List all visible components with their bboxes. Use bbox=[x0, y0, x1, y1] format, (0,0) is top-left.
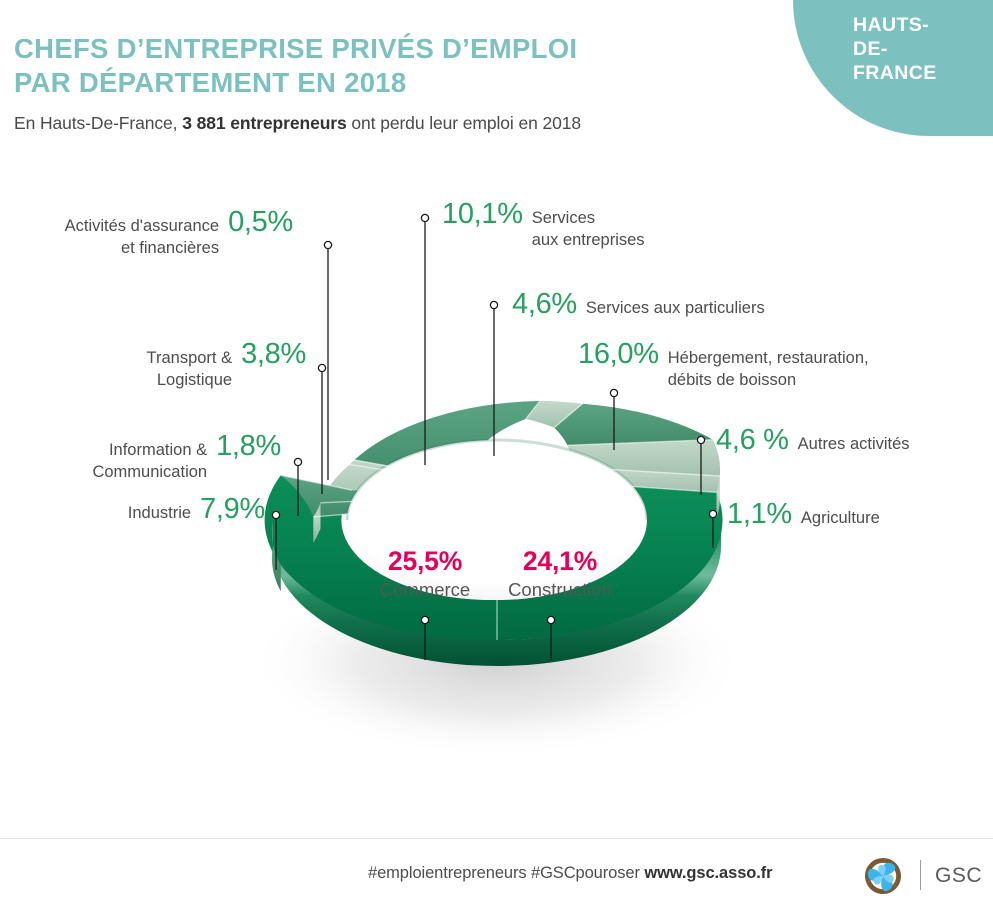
leader-pins bbox=[271, 213, 718, 625]
callout-label-line-2: Communication bbox=[92, 462, 208, 481]
callout-agriculture: 1,1% Agriculture bbox=[727, 500, 880, 530]
gsc-pinwheel-icon bbox=[864, 858, 901, 894]
callout-label-industrie: Industrie bbox=[127, 504, 192, 522]
page-subtitle: En Hauts-De-France, 3 881 entrepreneurs … bbox=[14, 113, 581, 134]
callout-label-line-2: et financières bbox=[120, 238, 220, 257]
center-value-construction: 24,1% bbox=[522, 546, 598, 576]
callout-label-line-2: Logistique bbox=[156, 370, 233, 389]
donut-chart-graphic bbox=[247, 213, 747, 758]
donut-dividers bbox=[280, 400, 720, 640]
donut-outer-wall-highlight bbox=[273, 520, 721, 666]
footer-website[interactable]: www.gsc.asso.fr bbox=[644, 864, 773, 882]
center-value-commerce: 25,5% bbox=[387, 546, 463, 576]
callout-value-services-particuliers: 4,6% bbox=[512, 288, 577, 320]
callout-label-line-2: aux entreprises bbox=[531, 230, 645, 249]
pin-services-entreprises bbox=[420, 213, 430, 223]
segment-services-particuliers bbox=[525, 400, 583, 428]
callout-services-entreprises: 10,1% Services aux entreprises bbox=[442, 200, 645, 252]
callout-value-autres-activites: 4,6 % bbox=[716, 424, 789, 456]
leader-lines bbox=[275, 218, 714, 660]
wall-agriculture bbox=[716, 476, 720, 519]
pin-activites-assurance bbox=[323, 240, 333, 250]
pin-construction bbox=[546, 615, 556, 625]
callout-label-line-1: Services bbox=[531, 209, 596, 227]
footer-hashtags: #emploientrepreneurs #GSCpouroser bbox=[368, 864, 645, 882]
segment-hebergement bbox=[554, 403, 713, 446]
region-badge: HAUTS- DE- FRANCE bbox=[793, 0, 993, 136]
callout-transport-logistique: Transport & Logistique 3,8% bbox=[147, 340, 307, 392]
pin-transport-logistique bbox=[317, 363, 327, 373]
callout-value-services-entreprises: 10,1% bbox=[442, 198, 523, 230]
callout-label-services-entreprises: Services aux entreprises bbox=[532, 208, 645, 252]
pin-agriculture bbox=[708, 509, 718, 519]
callout-information-communication: Information & Communication 1,8% bbox=[92, 432, 281, 484]
callout-label-activites-assurance: Activités d'assurance et financières bbox=[65, 216, 219, 260]
callout-label-agriculture: Agriculture bbox=[800, 509, 880, 527]
pin-autres-activites bbox=[696, 435, 706, 445]
donut-hole bbox=[347, 440, 647, 600]
callout-label-services-particuliers: Services aux particuliers bbox=[585, 299, 765, 317]
footer: #emploientrepreneurs #GSCpouroser www.gs… bbox=[0, 838, 993, 912]
pin-hebergement bbox=[609, 388, 619, 398]
subtitle-suffix: ont perdu leur emploi en 2018 bbox=[346, 113, 582, 133]
callout-label-autres-activites: Autres activités bbox=[797, 435, 910, 453]
callout-services-particuliers: 4,6% Services aux particuliers bbox=[512, 290, 765, 320]
pin-industrie bbox=[271, 510, 281, 520]
callout-value-agriculture: 1,1% bbox=[727, 498, 792, 530]
center-label-construction: 24,1% Construction bbox=[490, 546, 630, 601]
callout-value-hebergement: 16,0% bbox=[578, 338, 659, 370]
region-badge-line-2: DE- bbox=[853, 37, 888, 60]
donut-body bbox=[273, 520, 721, 666]
callout-label-line-1: Information & bbox=[108, 441, 208, 459]
callout-value-information-communication: 1,8% bbox=[216, 430, 281, 462]
callout-label-line-2: débits de boisson bbox=[667, 370, 797, 389]
footer-text: #emploientrepreneurs #GSCpouroser www.gs… bbox=[368, 864, 773, 883]
callout-value-activites-assurance: 0,5% bbox=[228, 206, 293, 238]
callout-industrie: Industrie 7,9% bbox=[127, 493, 266, 525]
donut-inner-wall bbox=[345, 438, 649, 521]
page-title-line-2: PAR DÉPARTEMENT EN 2018 bbox=[14, 67, 407, 99]
subtitle-prefix: En Hauts-De-France, bbox=[14, 113, 183, 133]
pin-commerce bbox=[420, 615, 430, 625]
gsc-logo-icon bbox=[855, 856, 911, 901]
callout-label-line-1: Transport & bbox=[146, 349, 233, 367]
page-title-line-1: CHEFS D’ENTREPRISE PRIVÉS D’EMPLOI bbox=[14, 33, 578, 64]
callout-autres-activites: 4,6 % Autres activités bbox=[716, 426, 910, 456]
page-title: CHEFS D’ENTREPRISE PRIVÉS D’EMPLOI PAR D… bbox=[14, 32, 674, 101]
pin-services-particuliers bbox=[489, 300, 499, 310]
callout-label-transport-logistique: Transport & Logistique bbox=[147, 348, 233, 392]
callout-label-line-1: Hébergement, restauration, bbox=[667, 349, 869, 367]
center-name-commerce: Commerce bbox=[379, 578, 471, 600]
donut-chart: Activités d'assurance et financières 0,5… bbox=[0, 150, 993, 790]
footer-brand-label: GSC bbox=[935, 864, 983, 887]
callout-activites-assurance: Activités d'assurance et financières 0,5… bbox=[65, 206, 294, 260]
center-name-construction: Construction bbox=[508, 578, 612, 600]
callout-value-transport-logistique: 3,8% bbox=[241, 338, 306, 370]
footer-logo-separator bbox=[920, 860, 921, 890]
subtitle-count: 3 881 entrepreneurs bbox=[182, 113, 347, 133]
region-badge-line-1: HAUTS- bbox=[853, 14, 930, 36]
callout-hebergement: 16,0% Hébergement, restauration, débits … bbox=[578, 340, 869, 392]
callout-label-information-communication: Information & Communication bbox=[92, 440, 207, 484]
callout-value-industrie: 7,9% bbox=[200, 493, 265, 525]
callout-label-line-1: Activités d'assurance bbox=[64, 217, 220, 235]
callout-label-hebergement: Hébergement, restauration, débits de boi… bbox=[668, 348, 869, 392]
center-label-commerce: 25,5% Commerce bbox=[355, 546, 495, 601]
footer-divider bbox=[0, 838, 993, 839]
region-badge-label: HAUTS- DE- FRANCE bbox=[853, 14, 937, 85]
pin-information-communication bbox=[293, 457, 303, 467]
wall-transport bbox=[313, 502, 321, 543]
region-badge-line-3: FRANCE bbox=[853, 61, 937, 84]
